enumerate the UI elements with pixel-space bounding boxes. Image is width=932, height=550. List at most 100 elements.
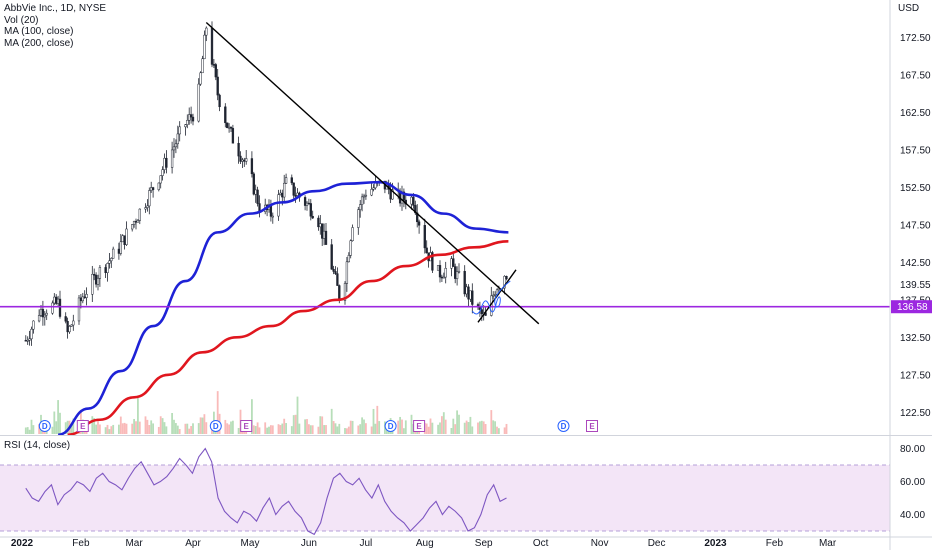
candle-body	[178, 126, 181, 135]
volume-bar	[104, 427, 107, 434]
volume-bar	[197, 423, 200, 434]
volume-bar	[410, 414, 413, 434]
legend-volume[interactable]: Vol (20)	[4, 14, 39, 26]
volume-bar	[401, 419, 403, 434]
volume-bar	[121, 423, 124, 434]
candle-body	[165, 157, 168, 168]
earnings-marker[interactable]	[76, 420, 89, 432]
candle-body	[161, 169, 164, 176]
legend-ma200[interactable]: MA (200, close)	[4, 37, 74, 49]
candle-body	[370, 189, 373, 196]
candle-body	[311, 215, 314, 219]
event-marker-letter: E	[589, 422, 595, 431]
volume-bar	[306, 419, 308, 434]
volume-bar	[161, 418, 164, 434]
volume-bar	[251, 399, 253, 434]
volume-bar	[399, 416, 401, 434]
dividend-marker[interactable]	[384, 420, 397, 432]
candle-body	[197, 83, 200, 122]
volume-bar	[173, 419, 175, 434]
volume-bar	[157, 426, 160, 434]
volume-bar	[344, 428, 346, 434]
horizontal-line-price-label: 136.58	[897, 302, 928, 313]
volume-bar	[458, 414, 460, 434]
dividend-marker[interactable]	[38, 420, 51, 432]
x-tick-label: 2022	[11, 538, 34, 549]
horizontal-line-price-tag	[891, 300, 932, 314]
candle-body	[91, 274, 94, 295]
drawing-annotation[interactable]	[471, 280, 511, 315]
volume-bar	[357, 425, 360, 434]
volume-bar	[477, 422, 479, 434]
rsi-legend[interactable]: RSI (14, close)	[4, 440, 71, 451]
volume-bar	[363, 419, 365, 434]
candle-body	[41, 309, 45, 318]
candle-body	[237, 142, 240, 157]
volume-bar	[178, 429, 181, 434]
candle-body	[402, 191, 406, 201]
volume-bar	[190, 426, 192, 434]
dividend-marker[interactable]	[209, 420, 222, 432]
earnings-marker[interactable]	[413, 420, 426, 432]
volume-bar	[57, 400, 59, 434]
candle-body	[112, 248, 115, 259]
volume-bar	[465, 420, 468, 434]
volume-bar	[110, 426, 113, 434]
volume-bar	[463, 422, 466, 434]
y-tick-label: 127.50	[900, 370, 931, 381]
volume-bar	[285, 423, 287, 434]
volume-bar	[97, 421, 99, 434]
candle-body	[231, 128, 235, 144]
candle-body	[174, 143, 178, 148]
candle-body	[442, 276, 445, 279]
volume-bar	[279, 425, 282, 434]
volume-bar	[281, 423, 284, 434]
volume-bar	[378, 421, 381, 434]
moving-averages	[57, 180, 509, 437]
downtrend-line[interactable]	[205, 21, 540, 325]
legend-ma100[interactable]: MA (100, close)	[4, 26, 74, 37]
candle-body	[26, 340, 29, 342]
dividend-marker[interactable]	[557, 420, 570, 432]
volume-bar	[159, 416, 162, 434]
volume-bar	[376, 405, 379, 434]
candle-body	[412, 196, 415, 206]
volume-bar	[334, 423, 337, 434]
volume-bar	[91, 416, 94, 434]
uptrend-line[interactable]	[477, 269, 517, 323]
volume-bar	[184, 423, 187, 434]
legend-symbol[interactable]: AbbVie Inc., 1D, NYSE	[4, 3, 107, 14]
volume-bar	[374, 423, 377, 434]
candle-body	[201, 58, 204, 74]
candle-body	[83, 296, 86, 299]
candle-body	[229, 126, 233, 129]
candle-body	[436, 265, 440, 271]
candle-body	[45, 312, 48, 316]
candle-body	[110, 258, 113, 262]
candle-body	[39, 309, 43, 316]
volume-bar	[138, 421, 141, 434]
rsi-band-fill	[0, 465, 890, 532]
candle-body	[210, 27, 214, 65]
trend-lines	[0, 21, 890, 325]
candle-body	[503, 275, 506, 289]
volume-bar	[441, 416, 443, 434]
volume-bar	[490, 410, 493, 434]
candle-body	[132, 221, 136, 225]
volume-bar	[70, 425, 73, 434]
rsi-line	[25, 447, 507, 536]
volume-bar	[135, 421, 137, 434]
volume-bar	[319, 416, 322, 434]
volume-bar	[494, 421, 496, 434]
volume-bar	[321, 416, 324, 434]
volume-bar	[296, 396, 299, 434]
candle-body	[191, 116, 195, 122]
volume-bar	[431, 422, 434, 434]
candle-body	[104, 267, 107, 273]
earnings-marker[interactable]	[586, 420, 598, 432]
volume-bar	[444, 419, 447, 434]
candle-body	[343, 283, 347, 301]
candle-body	[332, 268, 335, 272]
earnings-marker[interactable]	[240, 420, 253, 432]
volume-bar	[292, 415, 295, 434]
